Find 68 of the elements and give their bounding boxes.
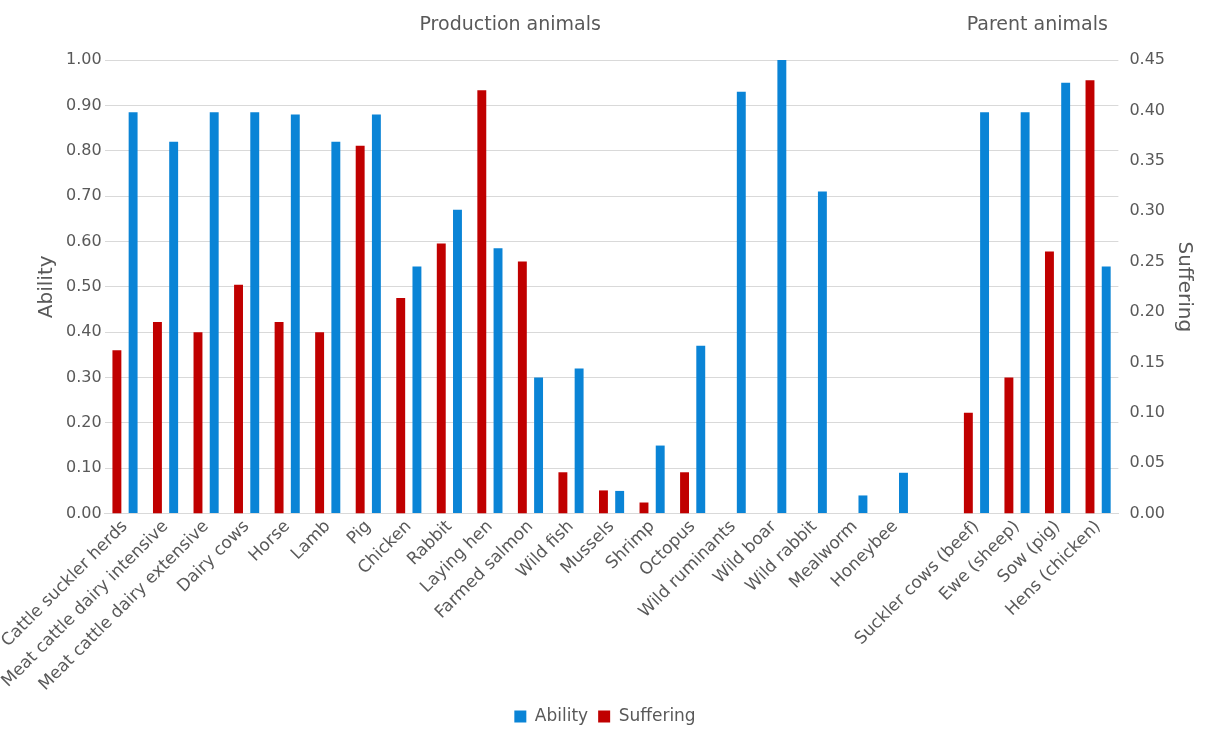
bar [1004, 377, 1014, 514]
legend-label: Ability [534, 704, 589, 725]
bar [558, 472, 568, 514]
text: Production animals [419, 11, 601, 34]
bar [1020, 112, 1030, 514]
y-tick-label: 0.60 [66, 230, 102, 250]
bar [453, 209, 462, 514]
bar [1101, 266, 1111, 514]
bar [477, 90, 487, 514]
bar [169, 141, 179, 514]
bar [412, 266, 422, 514]
y-tick-label: 1.00 [66, 49, 102, 69]
y2-tick-label: 0.00 [1129, 502, 1165, 522]
bar [112, 350, 122, 514]
bar [152, 322, 162, 514]
y2-tick-label: 0.30 [1129, 200, 1165, 220]
y-tick-label: 0.20 [66, 412, 102, 432]
bar [290, 114, 300, 514]
bar [598, 490, 608, 514]
bar [615, 490, 625, 514]
bar [250, 112, 260, 514]
bar [1044, 251, 1054, 514]
y-tick-label: 0.70 [66, 185, 102, 205]
bar [355, 145, 365, 514]
y-axis-title: Ability [33, 255, 58, 319]
bar [331, 141, 341, 514]
bar [234, 284, 243, 514]
bar [736, 91, 746, 514]
y-tick-label: 0.30 [66, 366, 102, 386]
y2-tick-label: 0.05 [1129, 452, 1165, 472]
bar [493, 248, 503, 514]
y2-tick-label: 0.10 [1129, 401, 1165, 421]
bar [1061, 82, 1071, 514]
bar [396, 297, 406, 514]
bar [680, 472, 689, 514]
bar [315, 332, 325, 514]
bar [436, 243, 446, 514]
text: Parent animals [966, 11, 1108, 34]
y2-tick-label: 0.40 [1129, 99, 1165, 119]
bar [817, 191, 827, 514]
bar [655, 445, 665, 514]
bar [777, 60, 787, 514]
y2-axis-title: Suffering [1173, 241, 1198, 333]
bar [209, 112, 219, 514]
bar [899, 472, 908, 514]
y-tick-label: 0.50 [66, 275, 102, 295]
y-tick-label: 0.40 [66, 321, 102, 341]
bar [534, 377, 544, 514]
y2-tick-label: 0.25 [1129, 250, 1165, 270]
legend-label: Suffering [618, 704, 696, 725]
bar [963, 412, 973, 514]
y2-tick-label: 0.15 [1129, 351, 1165, 371]
bar [517, 261, 527, 514]
y-tick-label: 0.90 [66, 94, 102, 114]
bar [1085, 80, 1095, 514]
y2-tick-label: 0.20 [1129, 301, 1165, 321]
bar [858, 495, 868, 514]
bar [274, 322, 284, 514]
y-tick-label: 0.10 [66, 457, 102, 477]
bar [371, 114, 381, 514]
y-tick-label: 0.00 [66, 502, 102, 522]
y2-tick-label: 0.35 [1129, 149, 1165, 169]
bar [128, 112, 138, 514]
bar [696, 345, 706, 514]
bar [574, 368, 584, 514]
bar [980, 112, 990, 514]
y-tick-label: 0.80 [66, 139, 102, 159]
y2-tick-label: 0.45 [1129, 49, 1165, 69]
